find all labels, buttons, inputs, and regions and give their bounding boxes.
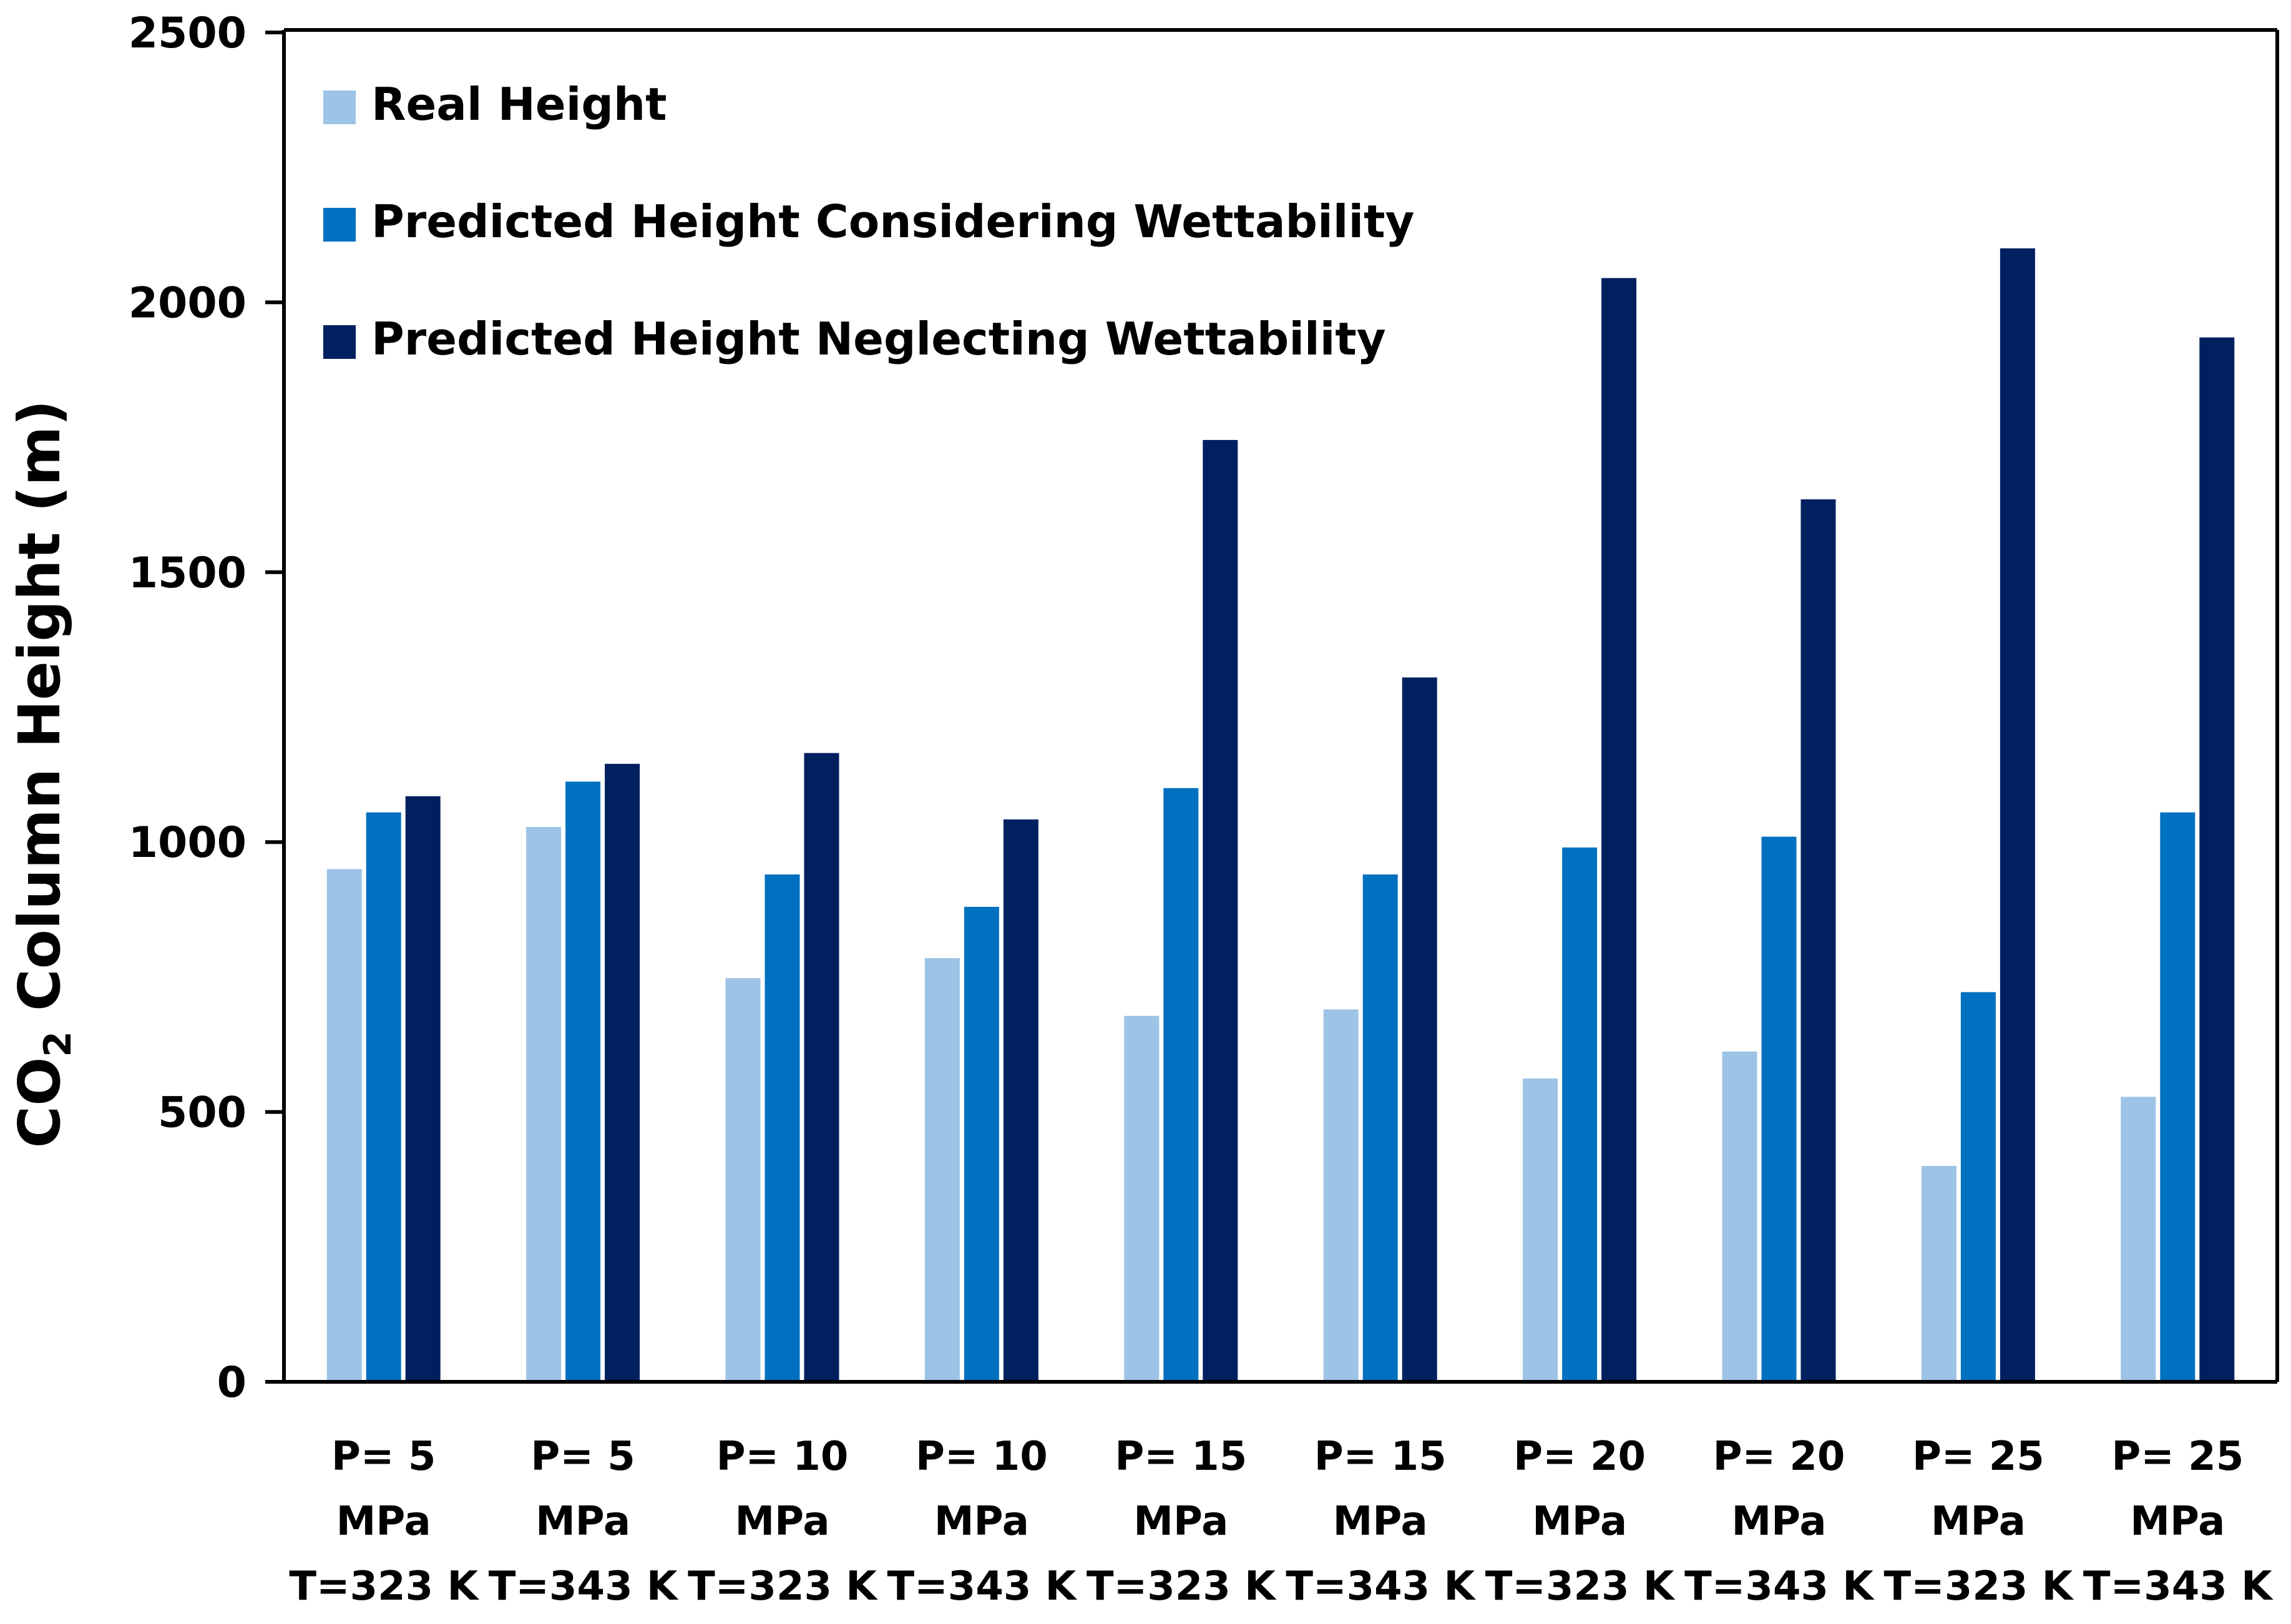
x-tick-label: P= 5 bbox=[530, 1434, 635, 1480]
y-tick-label: 1500 bbox=[129, 549, 247, 598]
x-tick-label: T=323 K bbox=[289, 1563, 479, 1610]
bar-real-8 bbox=[1921, 1166, 1956, 1382]
x-tick-label: MPa bbox=[2130, 1499, 2225, 1545]
y-axis-title-rest: Column Height (m) bbox=[6, 400, 73, 1031]
bar-neglecting-5 bbox=[1402, 677, 1437, 1382]
legend-swatch bbox=[323, 90, 356, 124]
bar-neglecting-3 bbox=[1003, 819, 1038, 1382]
bar-real-2 bbox=[725, 978, 761, 1382]
x-tick-label: P= 25 bbox=[2111, 1434, 2244, 1480]
x-tick-label: P= 20 bbox=[1713, 1434, 1845, 1480]
bar-neglecting-7 bbox=[1800, 499, 1836, 1382]
x-axis-labels: P= 5 MPa T=323 K P= 5 MPa T=343 K P= 10 MPa T=32… bbox=[289, 1434, 2274, 1610]
y-tick-label: 0 bbox=[217, 1358, 247, 1407]
bar-considering-4 bbox=[1163, 788, 1199, 1382]
x-tick-label: T=343 K bbox=[887, 1563, 1078, 1610]
y-tick-label: 2000 bbox=[129, 278, 247, 328]
legend: Real Height Predicted Height Considering … bbox=[323, 78, 1414, 365]
x-tick-label: T=323 K bbox=[688, 1563, 878, 1610]
x-tick-label: MPa bbox=[535, 1499, 630, 1545]
y-tick-label: 2500 bbox=[129, 9, 247, 58]
x-tick-label: MPa bbox=[1333, 1499, 1428, 1545]
x-tick-label: P= 5 bbox=[331, 1434, 436, 1480]
bar-real-3 bbox=[924, 958, 960, 1382]
axes bbox=[265, 28, 2279, 1384]
x-tick-label: P= 20 bbox=[1513, 1434, 1646, 1480]
x-tick-label: MPa bbox=[735, 1499, 829, 1545]
bar-neglecting-8 bbox=[2000, 248, 2035, 1382]
bar-real-1 bbox=[526, 826, 562, 1382]
legend-label: Predicted Height Considering Wettability bbox=[371, 195, 1414, 248]
bar-considering-6 bbox=[1562, 847, 1598, 1382]
bar-considering-2 bbox=[764, 874, 800, 1382]
bar-considering-0 bbox=[366, 812, 401, 1382]
bar-neglecting-2 bbox=[804, 753, 839, 1382]
x-tick-label: T=343 K bbox=[2083, 1563, 2274, 1610]
x-tick-label: T=323 K bbox=[1485, 1563, 1676, 1610]
bars bbox=[326, 248, 2235, 1382]
x-tick-label: MPa bbox=[336, 1499, 431, 1545]
bar-real-5 bbox=[1323, 1009, 1359, 1382]
x-tick-label: P= 15 bbox=[1314, 1434, 1447, 1480]
x-tick-label: T=343 K bbox=[1684, 1563, 1875, 1610]
bar-neglecting-0 bbox=[405, 796, 441, 1382]
bar-real-0 bbox=[326, 869, 362, 1382]
bar-neglecting-4 bbox=[1203, 439, 1238, 1382]
x-tick-label: T=323 K bbox=[1884, 1563, 2074, 1610]
y-axis-title-subscript: 2 bbox=[36, 1031, 80, 1057]
x-tick-label: P= 25 bbox=[1912, 1434, 2044, 1480]
x-tick-label: MPa bbox=[1532, 1499, 1627, 1545]
x-tick-label: P= 10 bbox=[716, 1434, 849, 1480]
bar-considering-3 bbox=[964, 906, 999, 1382]
bar-real-4 bbox=[1124, 1015, 1160, 1382]
x-tick-label: T=323 K bbox=[1087, 1563, 1277, 1610]
bar-considering-7 bbox=[1761, 836, 1797, 1382]
y-tick-label: 1000 bbox=[129, 818, 247, 868]
bar-considering-8 bbox=[1960, 992, 1996, 1382]
x-tick-label: P= 10 bbox=[916, 1434, 1048, 1480]
bar-considering-5 bbox=[1362, 874, 1398, 1382]
bar-considering-9 bbox=[2160, 812, 2196, 1382]
legend-swatch bbox=[323, 208, 356, 242]
y-axis-title-main: CO bbox=[6, 1057, 73, 1148]
y-tick-label: 500 bbox=[158, 1088, 247, 1138]
x-tick-label: T=343 K bbox=[1286, 1563, 1476, 1610]
bar-real-7 bbox=[1722, 1051, 1757, 1382]
x-tick-label: MPa bbox=[1931, 1499, 2026, 1545]
x-tick-label: MPa bbox=[1133, 1499, 1228, 1545]
y-axis-title: CO2 Column Height (m) bbox=[6, 400, 80, 1148]
bar-neglecting-9 bbox=[2199, 337, 2235, 1382]
x-tick-label: MPa bbox=[934, 1499, 1029, 1545]
bar-neglecting-6 bbox=[1601, 278, 1637, 1382]
bar-real-9 bbox=[2121, 1097, 2156, 1382]
legend-label: Real Height bbox=[371, 78, 667, 130]
y-axis-ticks: 0 500 1000 1500 2000 2500 bbox=[129, 9, 284, 1407]
x-tick-label: MPa bbox=[1731, 1499, 1826, 1545]
x-tick-label: P= 15 bbox=[1115, 1434, 1247, 1480]
legend-label: Predicted Height Neglecting Wettability bbox=[371, 313, 1386, 365]
bar-neglecting-1 bbox=[605, 763, 640, 1382]
bar-considering-1 bbox=[565, 781, 601, 1382]
legend-swatch bbox=[323, 325, 356, 359]
bar-real-6 bbox=[1523, 1078, 1558, 1382]
x-tick-label: T=343 K bbox=[489, 1563, 679, 1610]
